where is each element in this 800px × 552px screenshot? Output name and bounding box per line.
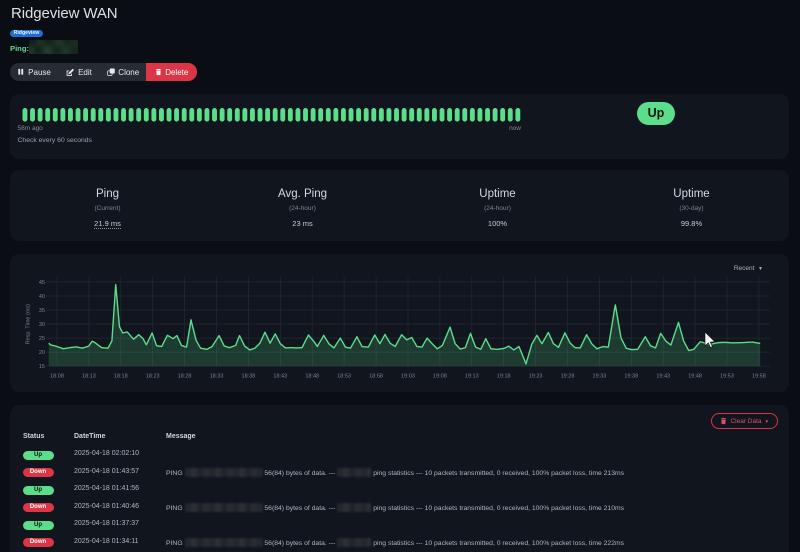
svg-text:18:18: 18:18 (114, 373, 128, 379)
svg-text:18:58: 18:58 (369, 373, 383, 379)
svg-text:18:28: 18:28 (178, 373, 192, 379)
svg-text:45: 45 (39, 279, 45, 285)
svg-text:19:28: 19:28 (561, 373, 575, 379)
svg-text:Resp. Time (ms): Resp. Time (ms) (25, 303, 31, 344)
svg-text:35: 35 (39, 308, 45, 314)
svg-text:19:48: 19:48 (688, 373, 702, 379)
svg-text:18:08: 18:08 (50, 373, 64, 379)
svg-text:19:03: 19:03 (401, 373, 415, 379)
svg-text:40: 40 (39, 294, 45, 300)
svg-text:18:13: 18:13 (82, 373, 96, 379)
svg-text:20: 20 (39, 350, 45, 356)
svg-text:18:38: 18:38 (242, 373, 256, 379)
svg-text:18:33: 18:33 (210, 373, 224, 379)
svg-text:19:53: 19:53 (720, 373, 734, 379)
svg-text:19:33: 19:33 (593, 373, 607, 379)
svg-text:18:48: 18:48 (305, 373, 319, 379)
svg-text:19:13: 19:13 (465, 373, 479, 379)
svg-text:19:23: 19:23 (529, 373, 543, 379)
svg-text:19:08: 19:08 (433, 373, 447, 379)
svg-text:19:18: 19:18 (497, 373, 511, 379)
svg-text:18:43: 18:43 (273, 373, 287, 379)
svg-text:19:38: 19:38 (624, 373, 638, 379)
svg-text:15: 15 (39, 364, 45, 370)
svg-text:25: 25 (39, 336, 45, 342)
svg-text:30: 30 (39, 322, 45, 328)
svg-text:18:23: 18:23 (146, 373, 160, 379)
svg-text:18:53: 18:53 (337, 373, 351, 379)
svg-text:19:58: 19:58 (752, 373, 766, 379)
svg-text:19:43: 19:43 (656, 373, 670, 379)
